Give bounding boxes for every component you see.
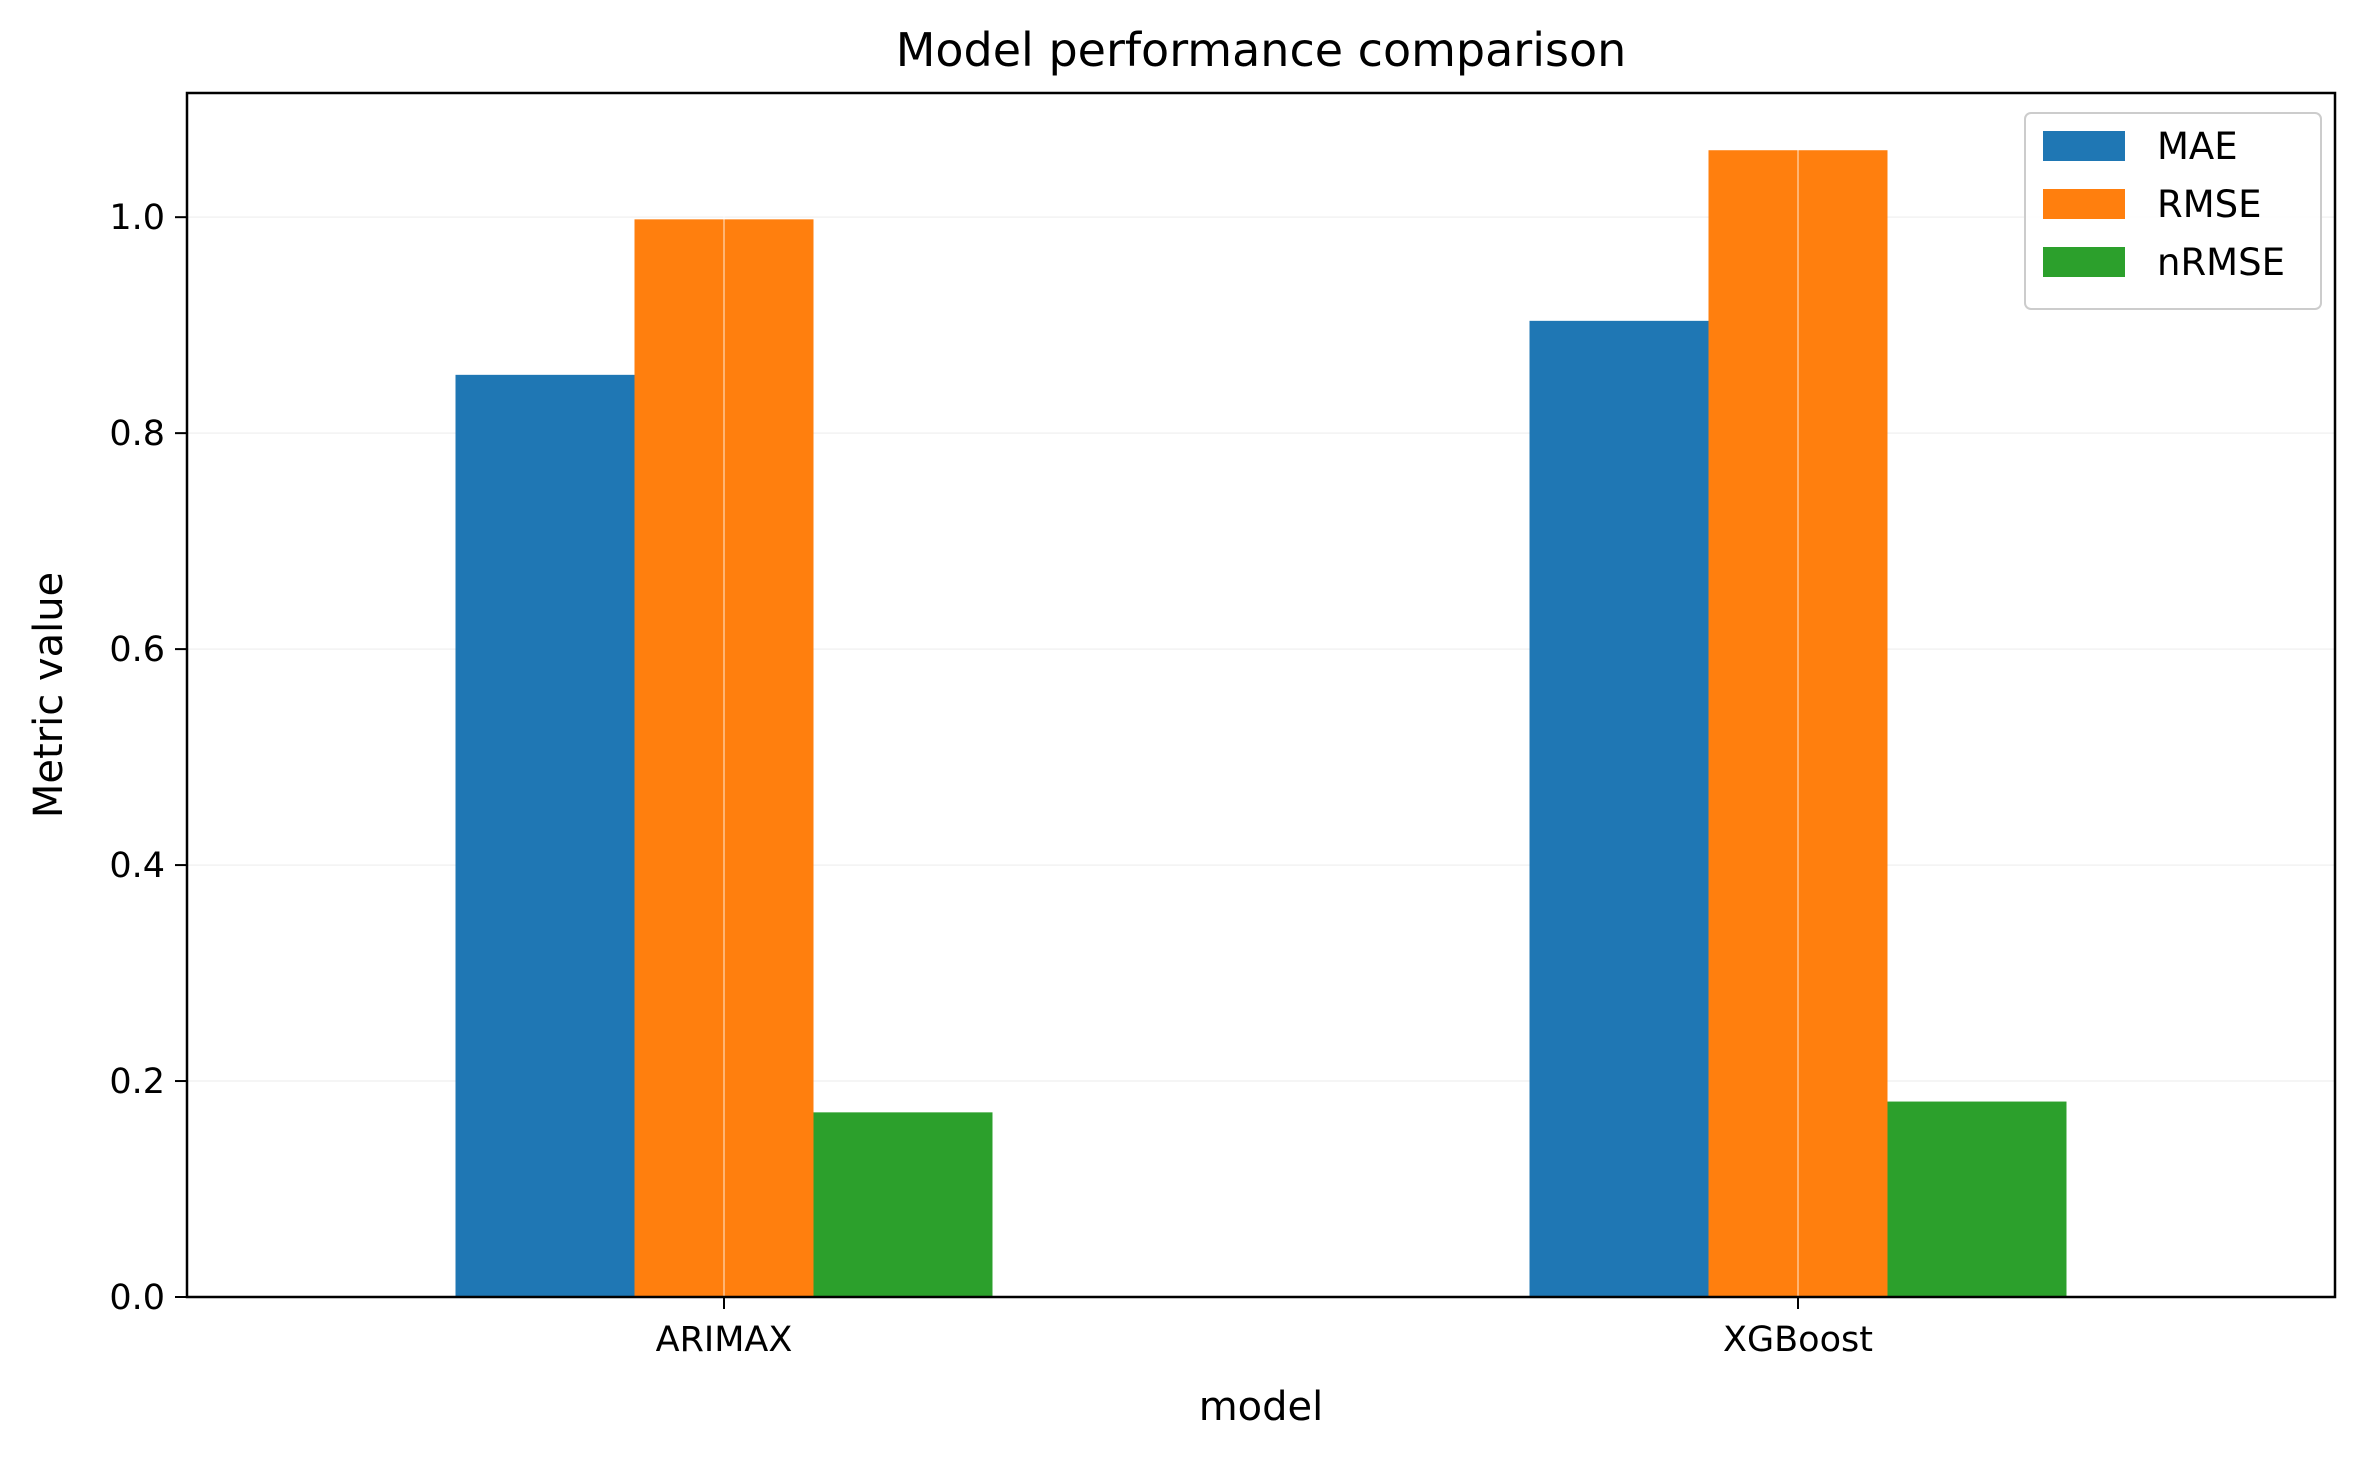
x-axis: ARIMAX XGBoost (656, 1297, 1873, 1360)
y-axis-title: Metric value (26, 572, 72, 818)
y-tick-label: 0.8 (109, 414, 165, 454)
bar-mae-xgboost (1529, 320, 1709, 1297)
legend-swatch-rmse (2043, 189, 2125, 219)
x-axis-title: model (1199, 1384, 1324, 1430)
legend-label-mae: MAE (2157, 125, 2238, 168)
legend-swatch-nrmse (2043, 247, 2125, 277)
y-tick-label: 0.6 (109, 630, 165, 670)
x-tick-label: XGBoost (1723, 1320, 1873, 1360)
y-tick-label: 0.4 (109, 846, 165, 886)
bar-nrmse-arimax (813, 1112, 993, 1297)
y-tick-label: 0.0 (109, 1278, 165, 1318)
plot-frame (185, 91, 2337, 1299)
y-axis: 0.0 0.2 0.4 0.6 0.8 1.0 (109, 198, 187, 1318)
bar-mae-arimax (455, 374, 635, 1297)
legend-label-rmse: RMSE (2157, 183, 2262, 226)
legend-label-nrmse: nRMSE (2157, 241, 2285, 284)
bar-nrmse-xgboost (1887, 1101, 2067, 1297)
x-tick-label: ARIMAX (656, 1320, 793, 1360)
x-grid-lines (723, 93, 1799, 1297)
y-tick-label: 0.2 (109, 1062, 165, 1102)
legend: MAE RMSE nRMSE (2024, 112, 2322, 310)
y-tick-label: 1.0 (109, 198, 165, 238)
chart-title: Model performance comparison (896, 23, 1627, 77)
legend-swatch-mae (2043, 131, 2125, 161)
